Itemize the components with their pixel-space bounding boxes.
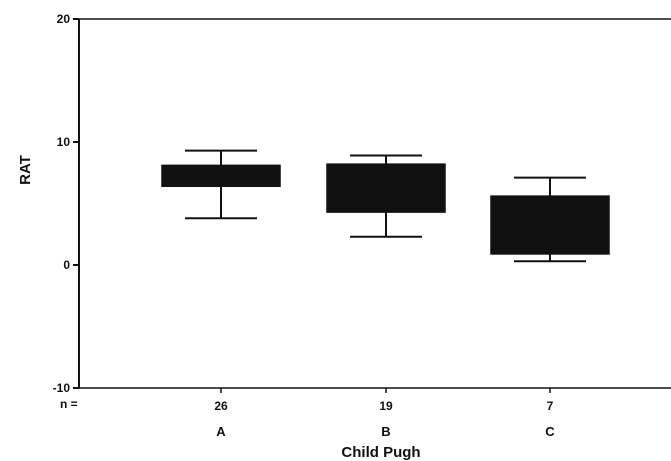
box-group-B [326, 154, 446, 238]
box-group-A [161, 149, 281, 220]
y-tick-label-0: -10 [53, 381, 71, 395]
n-prefix-label: n = [60, 397, 78, 411]
y-tick-label-2: 10 [57, 135, 71, 149]
box-B [326, 163, 446, 213]
n-label-C: 7 [547, 399, 554, 413]
n-label-A: 26 [214, 399, 228, 413]
n-label-B: 19 [379, 399, 393, 413]
y-axis-ticks: -10 0 10 20 [53, 12, 79, 395]
category-label-C: C [545, 424, 555, 439]
y-tick-label-1: 0 [63, 258, 70, 272]
y-tick-label-3: 20 [57, 12, 71, 26]
box-group-C [490, 176, 610, 263]
category-label-B: B [381, 424, 390, 439]
plot-frame [78, 18, 671, 389]
x-axis-labels: 26 A 19 B 7 C [214, 388, 555, 439]
category-label-A: A [216, 424, 226, 439]
box-C [490, 195, 610, 255]
x-axis-title: Child Pugh [341, 444, 420, 461]
box-A [161, 164, 281, 188]
boxes [161, 149, 610, 263]
y-axis-title: RAT [17, 155, 34, 185]
